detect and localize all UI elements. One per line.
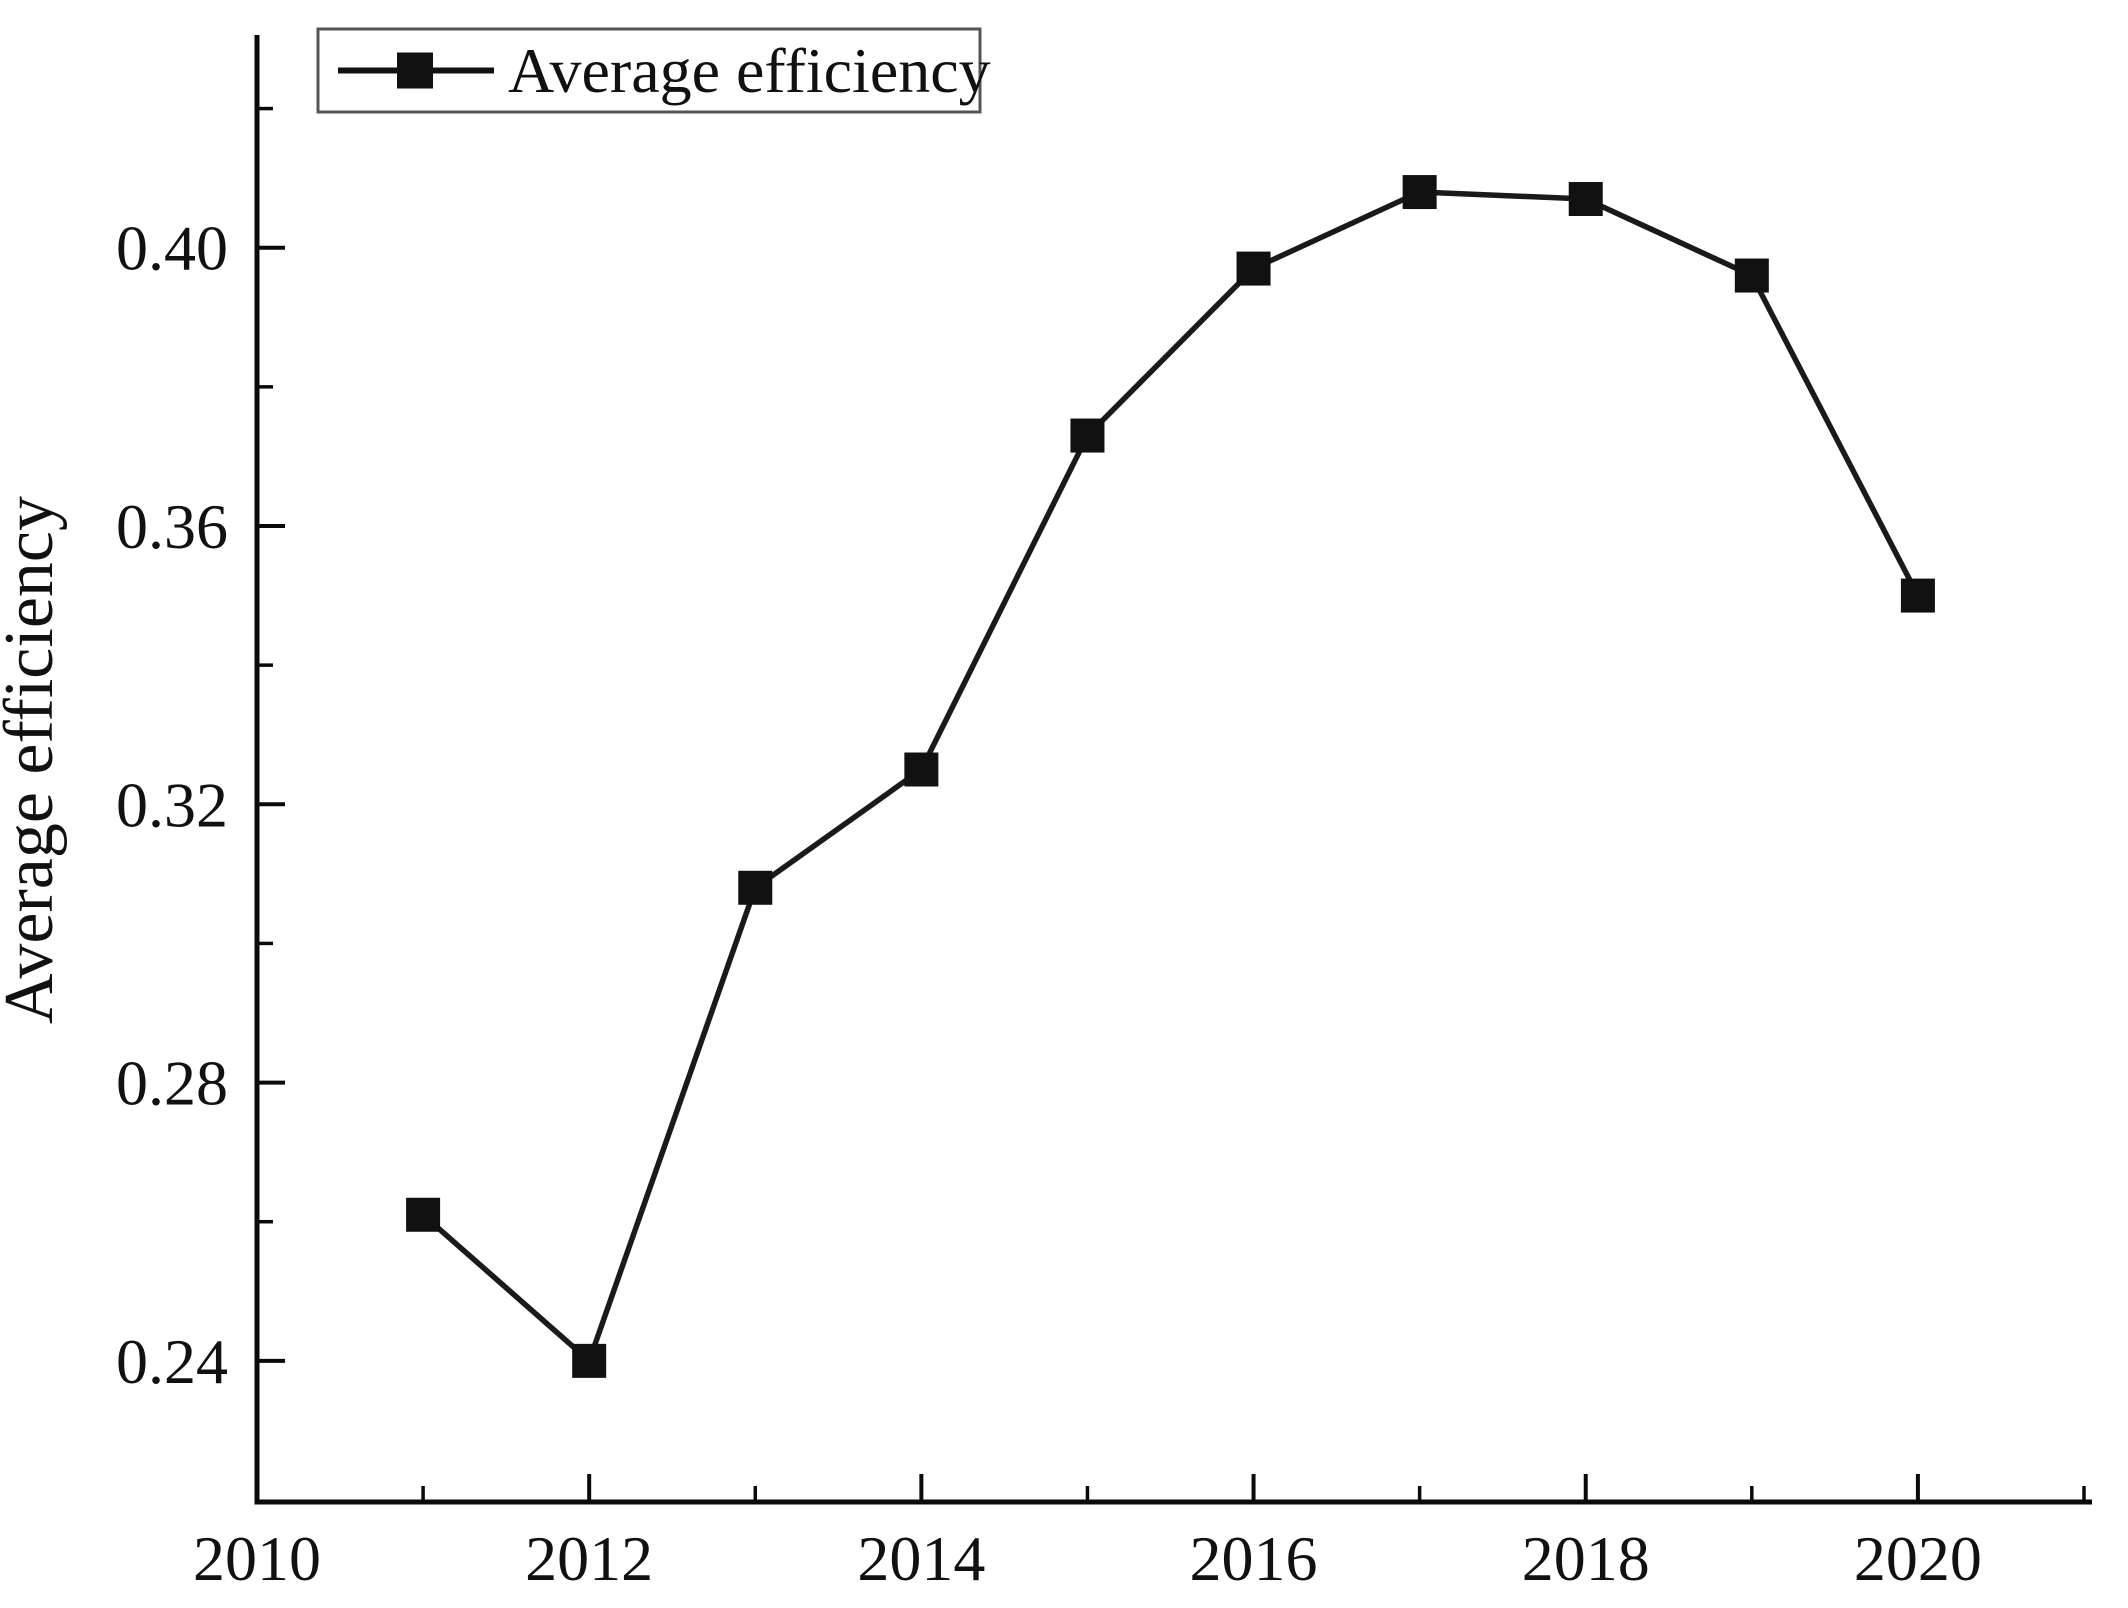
- data-point-marker: [1734, 258, 1769, 293]
- y-tick-label: 0.36: [116, 491, 228, 562]
- y-tick-label: 0.32: [116, 769, 228, 840]
- legend-square-marker-icon: [397, 52, 433, 89]
- efficiency-line: [420, 189, 1921, 1364]
- x-tick-label: 2016: [1190, 1523, 1318, 1594]
- x-tick-label: 2012: [525, 1523, 653, 1594]
- x-tick-label: 2020: [1854, 1523, 1982, 1594]
- data-point-marker: [738, 870, 773, 905]
- data-point-marker: [1236, 251, 1271, 286]
- legend: Average efficiency: [316, 27, 991, 114]
- data-point-marker: [1070, 418, 1105, 453]
- x-tick-label: 2010: [193, 1523, 321, 1594]
- x-tick-label: 2014: [857, 1523, 985, 1594]
- y-tick-label: 0.24: [116, 1326, 228, 1397]
- axes-group: [254, 35, 2092, 1505]
- data-point-marker: [406, 1197, 441, 1232]
- legend-label: Average efficiency: [508, 35, 991, 106]
- series-group: [406, 175, 1935, 1378]
- tick-labels-group: 0.24 0.28 0.32 0.36 0.40 2010 2012 2014 2016 2018…: [116, 213, 1982, 1594]
- data-point-marker: [1568, 182, 1603, 217]
- data-point-marker: [904, 752, 939, 787]
- y-axis-title: Average efficiency: [0, 496, 68, 1024]
- data-point-marker: [1402, 175, 1437, 210]
- x-tick-label: 2018: [1522, 1523, 1650, 1594]
- data-point-marker: [572, 1343, 607, 1378]
- y-tick-label: 0.28: [116, 1048, 228, 1119]
- y-tick-label: 0.40: [116, 213, 228, 284]
- ticks-group: [255, 106, 2086, 1502]
- data-point-marker: [1900, 578, 1935, 613]
